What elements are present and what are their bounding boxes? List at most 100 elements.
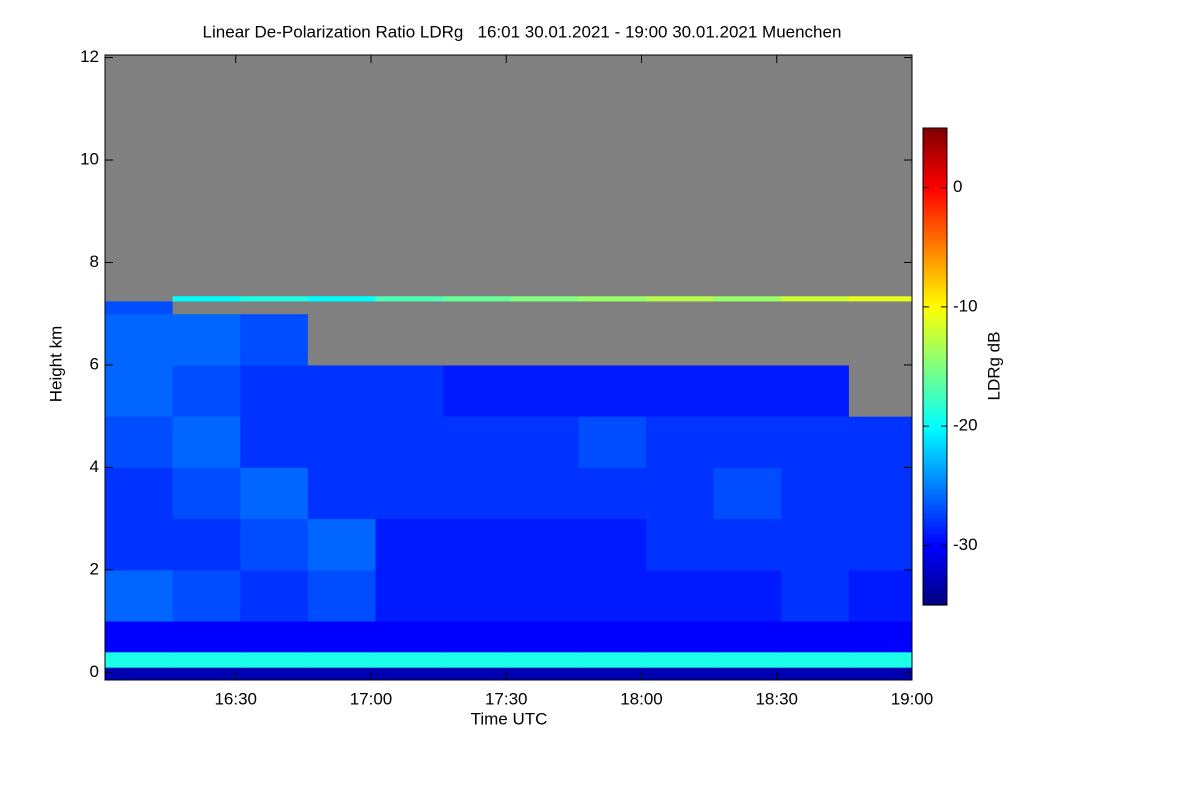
- heatmap-cell: [307, 300, 377, 315]
- heatmap-cell: [646, 416, 715, 468]
- heatmap-cell: [848, 467, 913, 520]
- colorbar-step: [923, 255, 947, 260]
- heatmap-cell: [646, 569, 715, 622]
- heatmap-cell: [781, 262, 850, 297]
- heatmap-cell: [646, 313, 715, 366]
- heatmap-cell: [713, 300, 782, 315]
- heatmap-cell: [578, 300, 647, 315]
- heatmap-cell: [240, 300, 309, 315]
- colorbar-step: [923, 287, 947, 292]
- colorbar-step: [923, 434, 947, 439]
- heatmap-cell: [646, 295, 715, 302]
- colorbar-step: [923, 310, 947, 316]
- heatmap-cell: [375, 364, 444, 417]
- heatmap-cell: [646, 651, 715, 668]
- heatmap-cell: [510, 313, 579, 366]
- heatmap-cell: [578, 295, 647, 302]
- colorbar-step: [923, 330, 947, 336]
- heatmap-cell: [105, 621, 174, 653]
- colorbar-step: [923, 430, 947, 435]
- colorbar-tick-label: -30: [953, 535, 978, 554]
- colorbar-step: [923, 366, 947, 372]
- heatmap-cell: [646, 667, 715, 681]
- colorbar-step: [923, 155, 947, 161]
- heatmap-cell: [781, 569, 850, 622]
- heatmap-cell: [848, 262, 913, 297]
- colorbar-step: [923, 513, 947, 519]
- colorbar-step: [923, 402, 947, 407]
- heatmap-cell: [240, 518, 309, 571]
- heatmap-cell: [646, 55, 715, 263]
- colorbar-step: [923, 497, 947, 503]
- heatmap-cell: [646, 262, 715, 297]
- heatmap-cell: [375, 518, 444, 571]
- colorbar-step: [923, 235, 947, 240]
- colorbar-step: [923, 473, 947, 479]
- colorbar-step: [923, 509, 947, 515]
- heatmap-cell: [307, 569, 377, 622]
- heatmap-cell: [578, 518, 647, 571]
- heatmap-cell: [848, 364, 913, 417]
- colorbar-step: [923, 577, 947, 582]
- colorbar-step: [923, 251, 947, 256]
- colorbar-step: [923, 438, 947, 443]
- heatmap-cell: [443, 518, 512, 571]
- heatmap-cell: [578, 313, 647, 366]
- colorbar-step: [923, 521, 947, 527]
- colorbar-step: [923, 350, 947, 356]
- colorbar-step: [923, 247, 947, 252]
- heatmap-cell: [443, 416, 512, 468]
- colorbar-step: [923, 573, 947, 578]
- colorbar-step: [923, 271, 947, 276]
- heatmap-cell: [172, 518, 241, 571]
- colorbar-step: [923, 135, 947, 141]
- heatmap-cell: [240, 295, 309, 302]
- colorbar-step: [923, 147, 947, 153]
- heatmap-cell: [307, 667, 377, 681]
- heatmap-cell: [172, 416, 241, 468]
- heatmap-cell: [105, 364, 174, 417]
- colorbar-step: [923, 370, 947, 376]
- heatmap-cell: [105, 651, 174, 668]
- y-tick-label: 8: [90, 252, 99, 271]
- colorbar-step: [923, 601, 947, 606]
- colorbar-step: [923, 191, 947, 197]
- colorbar-step: [923, 533, 947, 539]
- colorbar-step: [923, 131, 947, 137]
- heatmap-cell: [172, 467, 241, 520]
- heatmap-cell: [510, 364, 579, 417]
- heatmap-cell: [781, 364, 850, 417]
- y-tick-label: 12: [80, 47, 99, 66]
- heatmap-cell: [307, 651, 377, 668]
- y-tick-label: 4: [90, 457, 99, 476]
- colorbar-step: [923, 302, 947, 308]
- heatmap-cell: [307, 621, 377, 653]
- heatmap-cell: [848, 621, 913, 653]
- colorbar-step: [923, 529, 947, 535]
- colorbar-step: [923, 243, 947, 248]
- heatmap-cell: [307, 295, 377, 302]
- heatmap-cell: [105, 416, 174, 468]
- heatmap-cell: [105, 518, 174, 571]
- colorbar-step: [923, 338, 947, 344]
- colorbar-step: [923, 418, 947, 423]
- heatmap-cell: [713, 55, 782, 263]
- heatmap-cell: [443, 364, 512, 417]
- colorbar-step: [923, 128, 947, 133]
- colorbar-step: [923, 163, 947, 169]
- heatmap-cell: [105, 569, 174, 622]
- colorbar-step: [923, 493, 947, 499]
- y-axis-label: Height km: [46, 326, 65, 403]
- colorbar-step: [923, 422, 947, 427]
- y-tick-label: 6: [90, 354, 99, 373]
- heatmap-cell: [307, 313, 377, 366]
- heatmap-cell: [307, 364, 377, 417]
- heatmap-cell: [578, 364, 647, 417]
- colorbar-step: [923, 362, 947, 368]
- colorbar-step: [923, 139, 947, 145]
- colorbar-step: [923, 505, 947, 511]
- heatmap-cell: [713, 651, 782, 668]
- heatmap-cell: [172, 651, 241, 668]
- heatmap-cell: [646, 467, 715, 520]
- y-tick-label: 10: [80, 150, 99, 169]
